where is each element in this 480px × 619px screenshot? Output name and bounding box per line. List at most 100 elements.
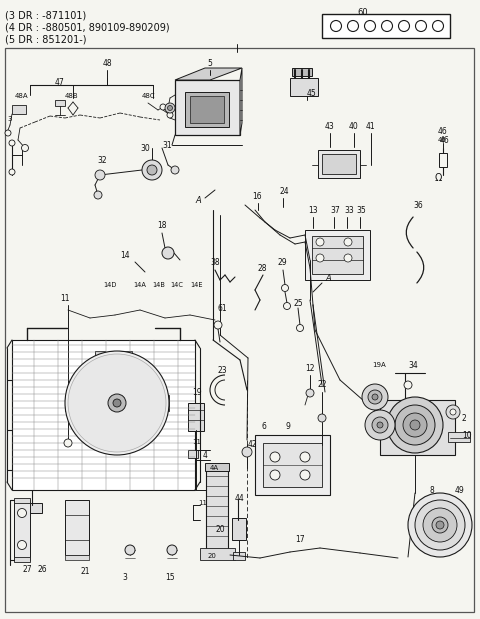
Circle shape: [142, 160, 162, 180]
Circle shape: [316, 254, 324, 262]
Bar: [312, 236, 363, 274]
Text: 21: 21: [80, 568, 89, 576]
Text: 60: 60: [358, 8, 368, 17]
Circle shape: [214, 321, 222, 329]
Bar: [233, 552, 245, 560]
Bar: [159, 395, 169, 411]
Text: 31: 31: [162, 141, 172, 150]
Text: 46: 46: [438, 137, 447, 143]
Text: 4: 4: [203, 451, 208, 459]
Circle shape: [432, 517, 448, 533]
Circle shape: [331, 20, 341, 32]
Circle shape: [423, 508, 457, 542]
Text: 20: 20: [208, 553, 217, 559]
Bar: [206, 468, 228, 553]
Circle shape: [17, 508, 26, 517]
Circle shape: [416, 20, 427, 32]
Circle shape: [403, 413, 427, 437]
Circle shape: [408, 493, 472, 557]
Circle shape: [362, 384, 388, 410]
Bar: [232, 518, 246, 540]
Bar: [188, 403, 204, 431]
Circle shape: [382, 20, 393, 32]
Circle shape: [167, 545, 177, 555]
Text: 24: 24: [280, 186, 289, 196]
Circle shape: [167, 112, 173, 118]
Text: 2: 2: [462, 413, 467, 423]
Circle shape: [125, 545, 135, 555]
Text: (5 DR : 851201-): (5 DR : 851201-): [5, 34, 86, 44]
Bar: [263, 443, 322, 487]
Circle shape: [284, 303, 290, 310]
Text: 14E: 14E: [190, 282, 203, 288]
Bar: [292, 68, 312, 76]
Text: 32: 32: [97, 155, 107, 165]
Text: 11: 11: [60, 293, 70, 303]
Text: 29: 29: [278, 258, 288, 267]
Circle shape: [281, 285, 288, 292]
Bar: [448, 432, 470, 442]
Bar: [65, 395, 75, 411]
Text: 42: 42: [248, 439, 258, 449]
Bar: [322, 154, 356, 174]
Text: 43: 43: [325, 121, 335, 131]
Text: A: A: [325, 274, 331, 282]
Circle shape: [68, 354, 166, 452]
Bar: [255, 435, 330, 495]
Text: 26: 26: [37, 566, 47, 574]
Bar: [185, 92, 229, 127]
Circle shape: [160, 104, 166, 110]
Circle shape: [22, 144, 28, 152]
Circle shape: [64, 439, 72, 447]
Text: 34: 34: [408, 360, 418, 370]
Circle shape: [270, 452, 280, 462]
Text: 3: 3: [122, 573, 127, 582]
Text: 5: 5: [207, 59, 213, 67]
Text: 37: 37: [330, 206, 340, 215]
Circle shape: [372, 394, 378, 400]
Circle shape: [300, 452, 310, 462]
Text: 12: 12: [305, 363, 314, 373]
Text: 36: 36: [413, 201, 423, 209]
Bar: [200, 548, 235, 560]
Text: 17: 17: [295, 535, 305, 545]
Circle shape: [300, 470, 310, 480]
Text: 8: 8: [430, 485, 435, 495]
Text: 9: 9: [285, 422, 290, 430]
Text: (3 DR : -871101): (3 DR : -871101): [5, 10, 86, 20]
Text: 11: 11: [198, 500, 207, 506]
Circle shape: [147, 165, 157, 175]
Circle shape: [95, 170, 105, 180]
Circle shape: [165, 103, 175, 113]
Circle shape: [270, 470, 280, 480]
Text: 48A: 48A: [15, 93, 29, 99]
Circle shape: [318, 414, 326, 422]
Circle shape: [450, 409, 456, 415]
Bar: [188, 450, 198, 458]
Bar: [305, 230, 370, 280]
Circle shape: [162, 247, 174, 259]
Circle shape: [364, 20, 375, 32]
Bar: [122, 351, 132, 361]
Text: 40: 40: [349, 121, 359, 131]
Bar: [12, 105, 26, 114]
Polygon shape: [240, 68, 242, 135]
Text: 14C: 14C: [170, 282, 183, 288]
Text: 23: 23: [218, 365, 228, 374]
Text: 41: 41: [366, 121, 376, 131]
Circle shape: [387, 397, 443, 453]
Bar: [175, 80, 240, 135]
Text: 35: 35: [356, 206, 366, 215]
Bar: [439, 153, 447, 167]
Text: 48: 48: [102, 59, 112, 67]
Text: 46: 46: [438, 126, 448, 136]
Circle shape: [344, 254, 352, 262]
Text: 22: 22: [318, 379, 327, 389]
Text: 14: 14: [120, 251, 130, 259]
Text: 49: 49: [455, 485, 465, 495]
Bar: [290, 78, 318, 96]
Circle shape: [372, 417, 388, 433]
Text: 46: 46: [440, 136, 450, 144]
Text: 28: 28: [258, 264, 267, 272]
Circle shape: [9, 169, 15, 175]
